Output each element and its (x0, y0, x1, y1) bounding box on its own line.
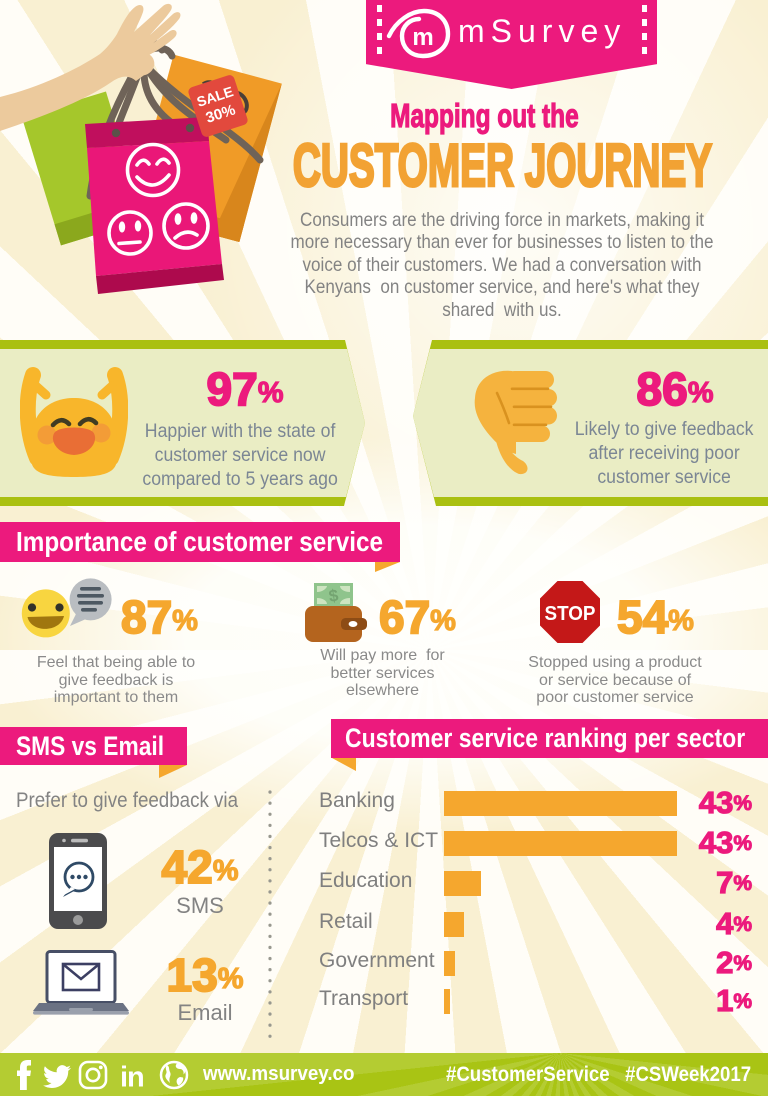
svg-text:$: $ (327, 586, 340, 606)
svg-text:STOP: STOP (545, 602, 596, 625)
svg-text:in: in (120, 1062, 144, 1093)
svg-text:m: m (412, 24, 433, 51)
